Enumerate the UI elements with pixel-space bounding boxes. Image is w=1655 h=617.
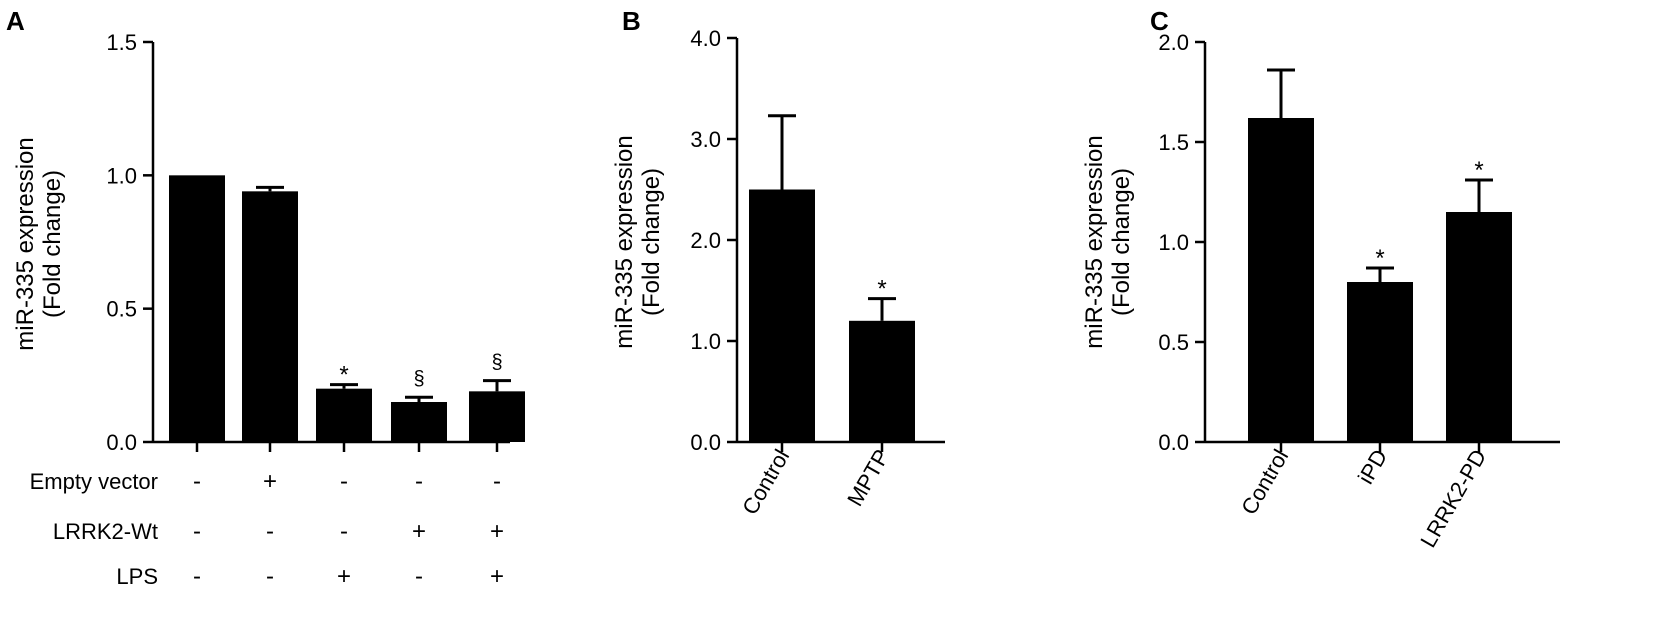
condition-sign: + bbox=[263, 468, 277, 495]
significance-mark: § bbox=[491, 352, 502, 374]
condition-sign: - bbox=[266, 518, 274, 545]
y-tick-label: 0.0 bbox=[1158, 430, 1189, 455]
condition-sign: + bbox=[412, 518, 426, 545]
y-axis-title: miR-335 expression bbox=[1081, 135, 1108, 348]
condition-sign: - bbox=[193, 563, 201, 590]
y-axis-title: miR-335 expression bbox=[12, 137, 39, 350]
bar bbox=[391, 402, 447, 442]
bar bbox=[1347, 282, 1413, 442]
x-category-label: iPD bbox=[1353, 445, 1392, 488]
y-tick-label: 1.0 bbox=[690, 329, 721, 354]
y-tick-label: 3.0 bbox=[690, 127, 721, 152]
bar bbox=[1248, 118, 1314, 442]
significance-mark: * bbox=[877, 276, 886, 303]
y-axis-title-subline: (Fold change) bbox=[1108, 168, 1135, 316]
y-tick-label: 1.0 bbox=[1158, 230, 1189, 255]
condition-label: LPS bbox=[116, 564, 158, 589]
bar bbox=[169, 175, 225, 443]
bar bbox=[1446, 212, 1512, 442]
condition-sign: - bbox=[193, 518, 201, 545]
significance-mark: * bbox=[1375, 245, 1384, 272]
significance-mark: * bbox=[339, 362, 348, 389]
bar bbox=[749, 189, 815, 442]
bar bbox=[242, 191, 298, 442]
panel-letter: C bbox=[1150, 6, 1169, 36]
condition-sign: - bbox=[340, 518, 348, 545]
significance-mark: § bbox=[413, 368, 424, 390]
y-tick-label: 4.0 bbox=[690, 26, 721, 51]
condition-sign: + bbox=[337, 563, 351, 590]
condition-label: Empty vector bbox=[30, 469, 158, 494]
y-tick-label: 0.5 bbox=[1158, 330, 1189, 355]
y-axis-title-subline: (Fold change) bbox=[638, 168, 665, 316]
condition-sign: - bbox=[266, 563, 274, 590]
y-axis-title: miR-335 expression bbox=[611, 135, 638, 348]
condition-sign: - bbox=[493, 468, 501, 495]
panel-letter: B bbox=[622, 6, 641, 36]
condition-sign: - bbox=[415, 468, 423, 495]
y-tick-label: 0.0 bbox=[690, 430, 721, 455]
y-axis-title-subline: (Fold change) bbox=[39, 170, 66, 318]
condition-label: LRRK2-Wt bbox=[53, 519, 158, 544]
bar bbox=[469, 391, 525, 442]
panel-letter: A bbox=[6, 6, 25, 36]
bar bbox=[316, 388, 372, 442]
condition-sign: - bbox=[340, 468, 348, 495]
y-tick-label: 1.5 bbox=[1158, 130, 1189, 155]
condition-sign: + bbox=[490, 563, 504, 590]
condition-sign: - bbox=[415, 563, 423, 590]
condition-sign: + bbox=[490, 518, 504, 545]
x-category-label: Control bbox=[737, 445, 794, 519]
x-category-label: Control bbox=[1236, 445, 1293, 519]
y-tick-label: 1.5 bbox=[106, 30, 137, 55]
y-tick-label: 0.5 bbox=[106, 297, 137, 322]
y-tick-label: 1.0 bbox=[106, 163, 137, 188]
y-tick-label: 2.0 bbox=[1158, 30, 1189, 55]
y-tick-label: 0.0 bbox=[106, 430, 137, 455]
x-category-label: LRRK2-PD bbox=[1415, 445, 1491, 552]
y-tick-label: 2.0 bbox=[690, 228, 721, 253]
condition-sign: - bbox=[193, 468, 201, 495]
x-category-label: MPTP bbox=[842, 445, 894, 510]
significance-mark: * bbox=[1474, 157, 1483, 184]
bar bbox=[849, 320, 915, 442]
